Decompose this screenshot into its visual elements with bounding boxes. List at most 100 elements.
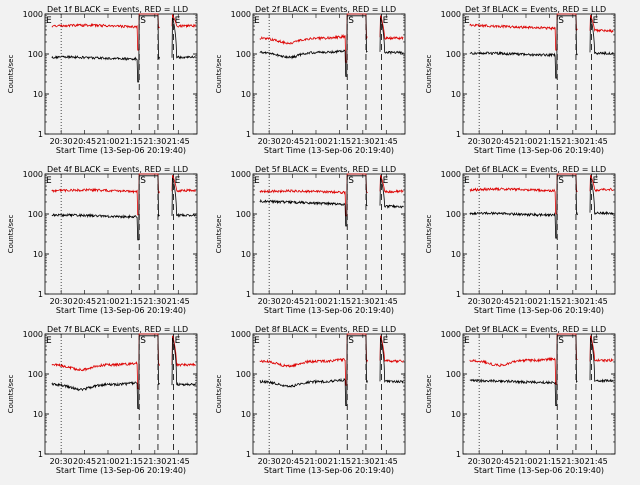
y-tick-label: 100 [236,50,251,59]
x-tick-label: 21:00 [514,457,537,466]
y-tick-label: 100 [28,50,43,59]
plot-frame [44,173,198,295]
y-tick-label: 1000 [231,330,251,339]
x-tick-label: 21:00 [96,137,119,146]
y-tick-label: 10 [451,90,461,99]
y-axis-label: Counts/sec [425,375,433,414]
panel-title: Det 8f BLACK = Events, RED = LLD [255,325,396,334]
y-tick-label: 10 [33,410,43,419]
y-tick-label: 100 [28,370,43,379]
marker-end-e: E [383,336,389,346]
y-tick-label: 10 [241,90,251,99]
x-tick-label: 21:45 [375,137,398,146]
marker-end-e: E [593,16,599,26]
y-tick-label: 10 [241,410,251,419]
x-tick-label: 21:30 [351,457,374,466]
x-tick-label: 20:45 [281,297,304,306]
y-tick-label: 100 [28,210,43,219]
detector-panel-1: Det 1f BLACK = Events, RED = LLD 1 10 100 10… [7,5,198,155]
y-tick-label: 1000 [231,10,251,19]
y-tick-label: 1000 [231,170,251,179]
x-tick-label: 20:30 [258,297,281,306]
y-tick-label: 10 [33,90,43,99]
detector-panel-6: Det 6f BLACK = Events, RED = LLD 1 10 100 10… [425,165,616,315]
panel-title: Det 7f BLACK = Events, RED = LLD [47,325,188,334]
x-tick-label: 21:15 [328,457,351,466]
x-tick-label: 20:45 [73,137,96,146]
marker-end-e: E [383,16,389,26]
events-series-line [469,15,614,79]
marker-end-e: E [383,176,389,186]
marker-start-s: S [348,176,354,186]
marker-start-s: S [348,336,354,346]
y-tick-label: 1 [38,290,43,299]
x-axis-label: Start Time (13-Sep-06 20:19:40) [474,466,604,475]
panel-title: Det 5f BLACK = Events, RED = LLD [255,165,396,174]
marker-left-e: E [464,336,470,346]
events-series-line [259,335,404,406]
events-series-line [51,15,196,83]
x-tick-label: 21:15 [120,457,143,466]
y-axis-label: Counts/sec [215,375,223,414]
y-tick-label: 1 [456,290,461,299]
x-tick-label: 21:15 [120,297,143,306]
y-axis-label: Counts/sec [7,215,15,254]
x-tick-label: 21:30 [351,137,374,146]
x-tick-label: 21:30 [143,297,166,306]
plot-frame [462,13,616,135]
marker-left-e: E [46,176,52,186]
x-tick-label: 21:15 [120,137,143,146]
y-tick-label: 1 [38,450,43,459]
x-tick-label: 20:30 [50,297,73,306]
y-tick-label: 10 [241,250,251,259]
y-axis-label: Counts/sec [215,215,223,254]
panel-title: Det 4f BLACK = Events, RED = LLD [47,165,188,174]
x-axis-label: Start Time (13-Sep-06 20:19:40) [56,466,186,475]
marker-end-e: E [593,176,599,186]
x-tick-label: 21:15 [538,297,561,306]
x-tick-label: 20:45 [491,457,514,466]
x-tick-label: 20:45 [281,137,304,146]
y-tick-label: 100 [446,50,461,59]
y-tick-label: 10 [451,250,461,259]
x-tick-label: 20:45 [281,457,304,466]
y-tick-label: 1 [246,290,251,299]
lld-series-line [51,333,196,390]
marker-end-e: E [593,336,599,346]
x-tick-label: 21:30 [561,297,584,306]
y-tick-label: 100 [236,210,251,219]
y-tick-label: 100 [236,370,251,379]
lld-series-line [469,173,614,215]
y-tick-label: 100 [446,210,461,219]
events-series-line [469,175,614,239]
y-tick-label: 1000 [23,10,43,19]
marker-end-e: E [175,336,181,346]
marker-left-e: E [464,16,470,26]
x-tick-label: 21:00 [96,457,119,466]
y-axis-label: Counts/sec [425,215,433,254]
marker-start-s: S [140,176,146,186]
events-series-line [259,15,404,77]
x-tick-label: 21:45 [585,137,608,146]
x-tick-label: 20:45 [73,457,96,466]
x-tick-label: 20:45 [73,297,96,306]
marker-start-s: S [140,336,146,346]
detector-panel-3: Det 3f BLACK = Events, RED = LLD 1 10 100 10… [425,5,616,155]
x-tick-label: 21:30 [143,457,166,466]
y-tick-label: 100 [446,370,461,379]
x-tick-label: 20:30 [468,457,491,466]
x-axis-label: Start Time (13-Sep-06 20:19:40) [474,306,604,315]
plot-frame [252,173,406,295]
panel-title: Det 6f BLACK = Events, RED = LLD [465,165,606,174]
y-tick-label: 1 [246,450,251,459]
x-axis-label: Start Time (13-Sep-06 20:19:40) [474,146,604,155]
x-tick-label: 20:45 [491,137,514,146]
y-tick-label: 10 [33,250,43,259]
lld-series-line [469,13,614,51]
x-tick-label: 21:45 [167,137,190,146]
events-series-line [259,175,404,227]
panel-title: Det 9f BLACK = Events, RED = LLD [465,325,606,334]
y-tick-label: 1000 [441,170,461,179]
y-tick-label: 1000 [441,330,461,339]
